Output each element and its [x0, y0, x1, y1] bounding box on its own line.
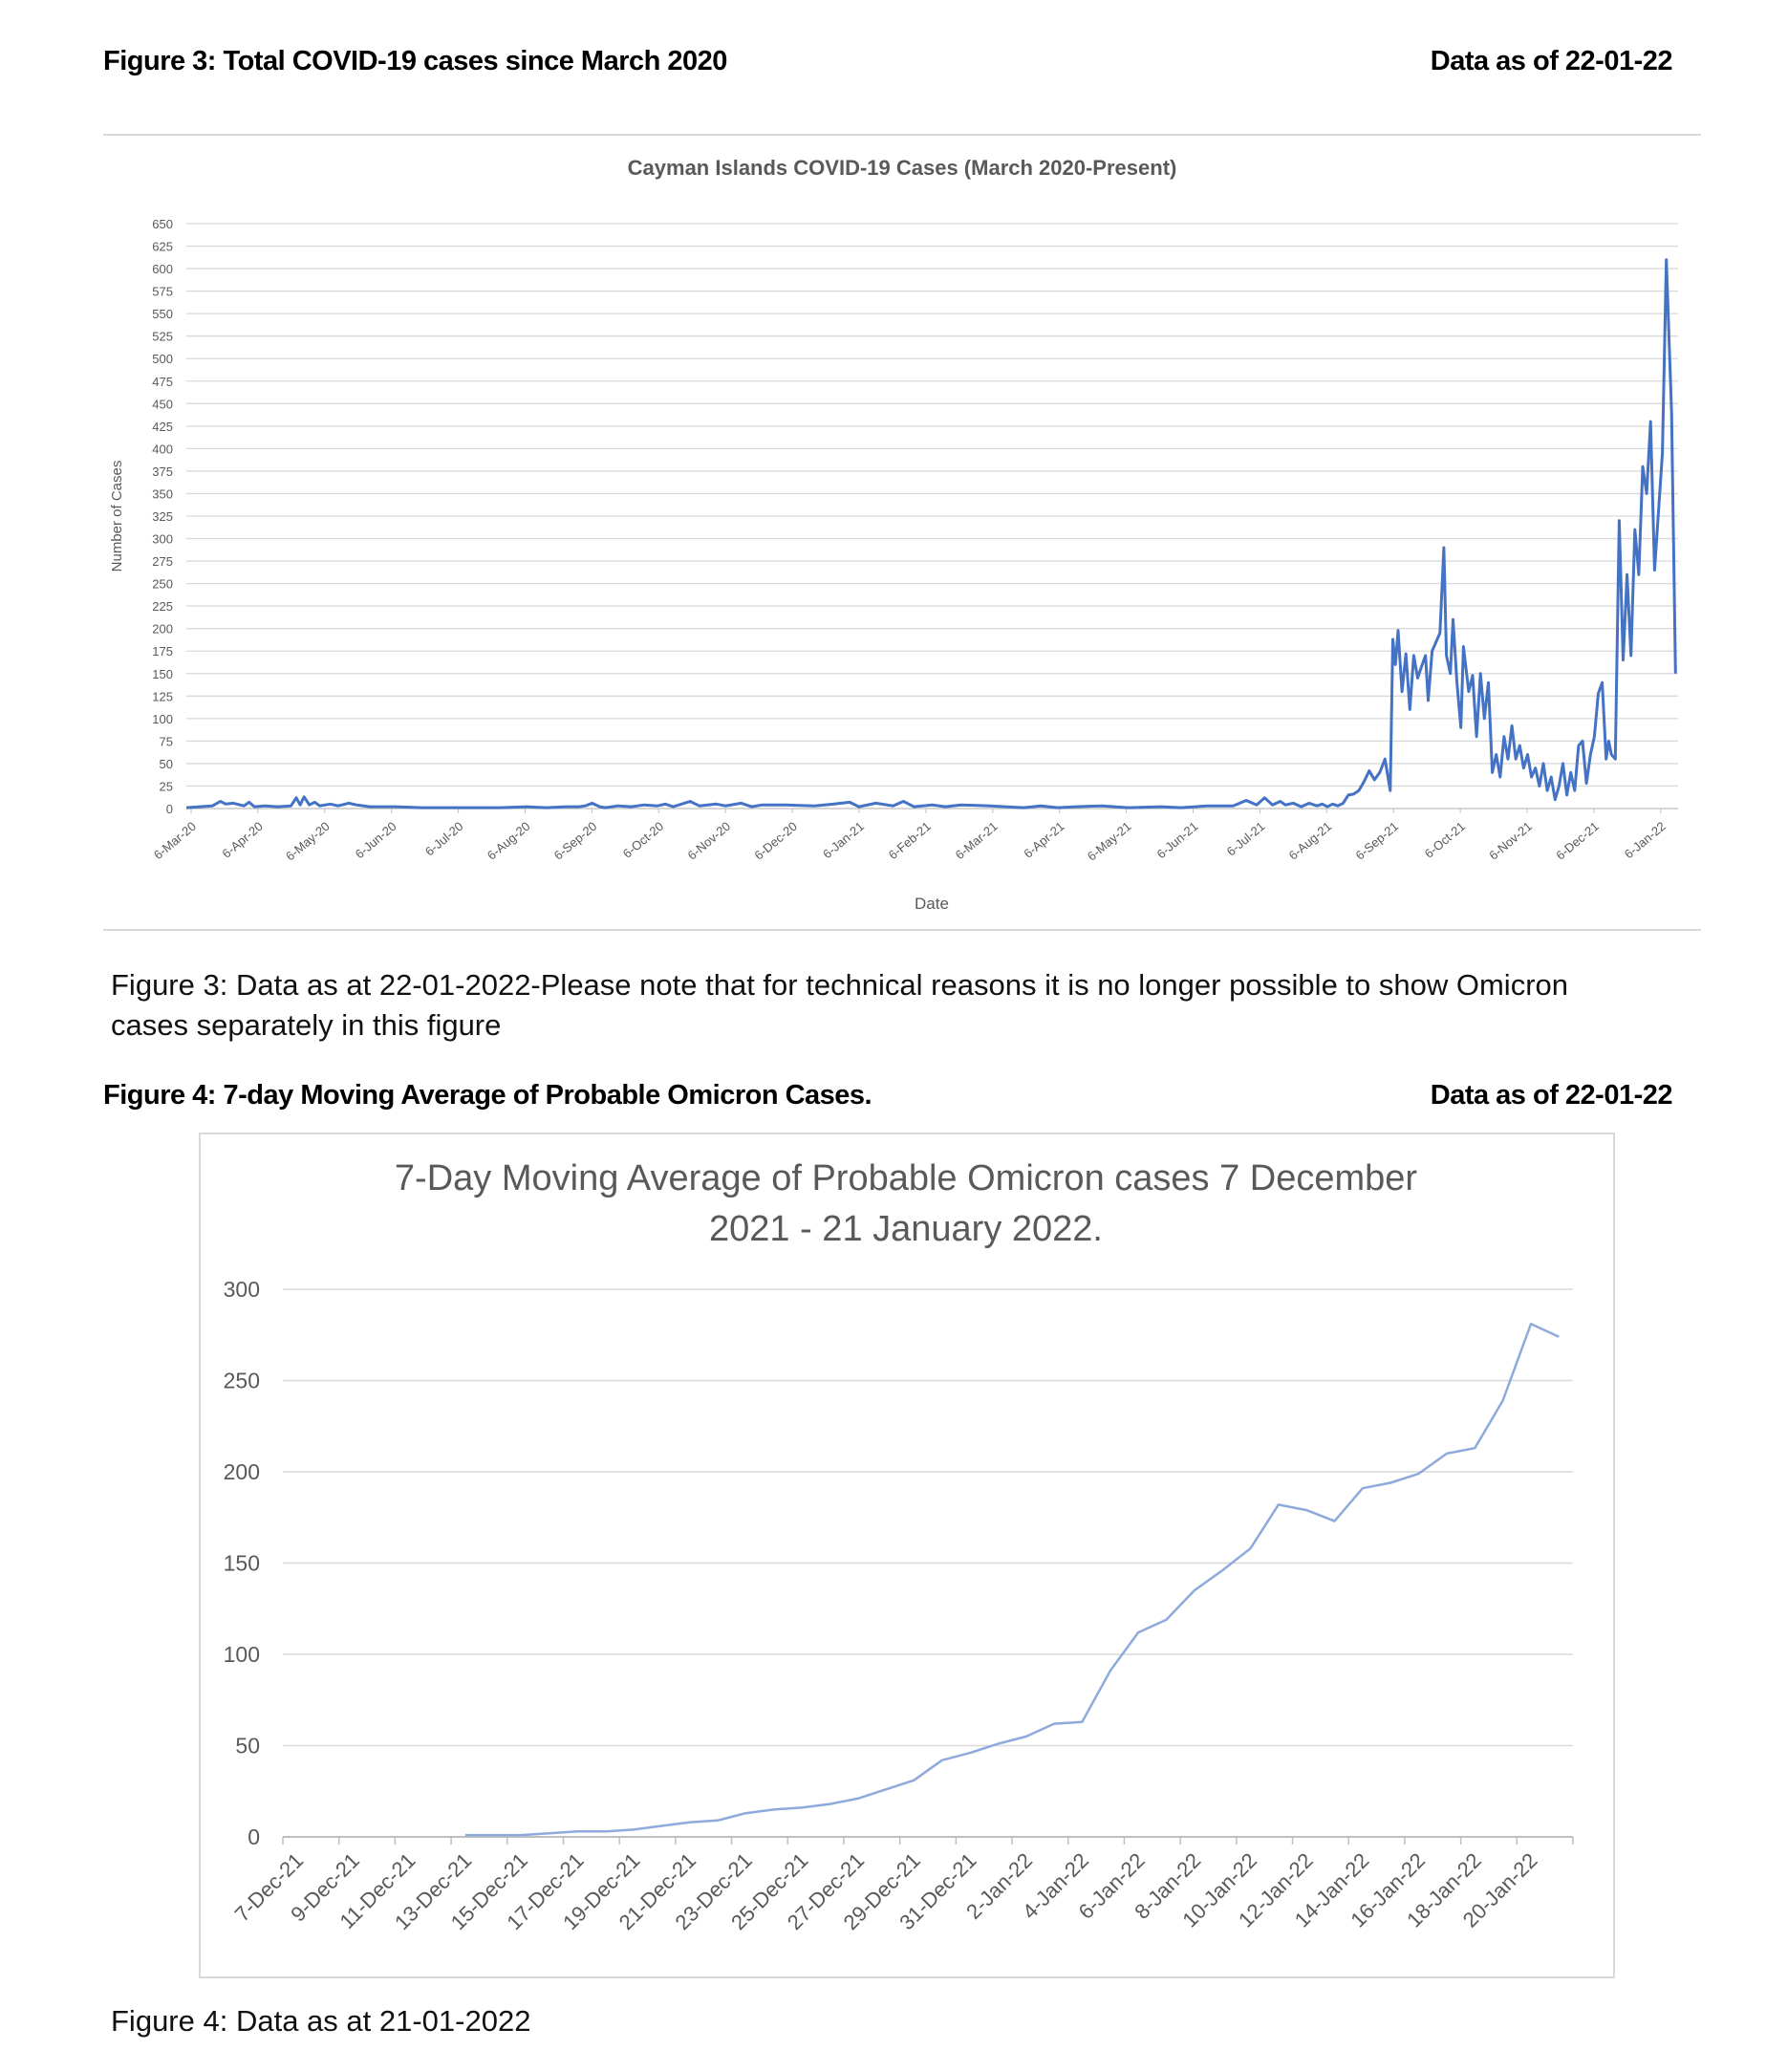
figure4-caption: Figure 4: Data as at 21-01-2022	[111, 2004, 531, 2038]
figure3-bottom-rule	[103, 929, 1701, 931]
chart1-xlabel: Date	[915, 895, 949, 913]
chart1-xtick-label: 6-Feb-21	[886, 819, 934, 862]
chart1-xtick-label: 6-Oct-21	[1422, 819, 1468, 861]
chart2-ytick-label: 0	[248, 1824, 260, 1849]
chart2-ytick-label: 50	[235, 1734, 260, 1759]
chart1-series-line	[185, 258, 1677, 809]
chart1-ytick-label: 475	[152, 375, 173, 389]
chart1-ytick-label: 50	[160, 757, 173, 771]
chart1-xtick-label: 6-Jun-20	[353, 819, 399, 861]
figure3-header: Figure 3: Total COVID-19 cases since Mar…	[103, 46, 727, 76]
chart1-xtick-label: 6-Aug-20	[485, 819, 533, 863]
chart1-xtick-label: 6-Jul-20	[422, 819, 466, 859]
figure4-data-date: Data as of 22-01-22	[1430, 1080, 1673, 1111]
chart1-ytick-label: 300	[152, 532, 173, 547]
chart1-xtick-label: 6-Sep-21	[1353, 819, 1402, 863]
chart2-series-line	[464, 1323, 1560, 1837]
chart1-xtick-label: 6-Mar-21	[953, 819, 1001, 862]
chart1-ytick-label: 150	[152, 667, 173, 681]
chart1-ytick-label: 400	[152, 442, 173, 456]
chart1-xtick-label: 6-Jan-22	[1622, 819, 1669, 861]
chart1-xtick-label: 6-Apr-21	[1021, 819, 1066, 861]
chart1-ytick-label: 325	[152, 509, 173, 524]
chart1-title: Cayman Islands COVID-19 Cases (March 202…	[628, 156, 1177, 180]
chart1-ytick-label: 525	[152, 330, 173, 344]
chart2-title-line-1: 7-Day Moving Average of Probable Omicron…	[395, 1158, 1417, 1198]
chart1-xtick-label: 6-May-21	[1085, 819, 1134, 864]
chart1-ytick-label: 75	[160, 734, 173, 748]
chart1-ytick-label: 25	[160, 779, 173, 793]
chart1-ylabel: Number of Cases	[109, 461, 125, 572]
chart1-ytick-label: 375	[152, 464, 173, 479]
chart1-xtick-label: 6-Dec-21	[1553, 819, 1602, 863]
chart1-xtick-label: 6-Aug-21	[1286, 819, 1335, 863]
chart1-ytick-label: 625	[152, 240, 173, 254]
chart1-xtick-label: 6-Oct-20	[620, 819, 666, 861]
chart1-xtick-label: 6-Jan-21	[820, 819, 867, 861]
chart1-xtick-label: 6-Dec-20	[751, 819, 800, 863]
chart2-ytick-label: 100	[224, 1642, 260, 1667]
figure4-chart: 7-Day Moving Average of Probable Omicron…	[199, 1133, 1615, 1978]
chart1-ytick-label: 200	[152, 622, 173, 637]
chart1-xtick-label: 6-May-20	[283, 819, 333, 864]
chart1-xtick-label: 6-Apr-20	[219, 819, 265, 861]
figure3-caption: Figure 3: Data as at 22-01-2022-Please n…	[111, 968, 1568, 1042]
chart1-ytick-label: 425	[152, 420, 173, 434]
chart1-xtick-label: 6-Sep-20	[551, 819, 600, 863]
figure3-chart: Cayman Islands COVID-19 Cases (March 202…	[109, 156, 1678, 913]
chart1-ytick-label: 500	[152, 352, 173, 366]
chart2-title-line-2: 2021 - 21 January 2022.	[709, 1209, 1103, 1249]
chart1-xtick-label: 6-Jun-21	[1153, 819, 1200, 861]
chart1-ytick-label: 600	[152, 262, 173, 276]
chart1-ytick-label: 275	[152, 554, 173, 569]
chart1-ytick-label: 225	[152, 599, 173, 614]
chart1-ytick-label: 0	[166, 802, 173, 816]
chart1-xtick-label: 6-Nov-21	[1486, 819, 1535, 863]
chart1-ytick-label: 125	[152, 689, 173, 703]
chart1-ytick-label: 175	[152, 644, 173, 658]
figure3-data-date: Data as of 22-01-22	[1430, 46, 1673, 76]
chart1-ytick-label: 575	[152, 285, 173, 299]
chart2-ytick-label: 250	[224, 1369, 260, 1393]
figure3-top-rule	[103, 134, 1701, 136]
chart1-ytick-label: 350	[152, 486, 173, 501]
chart1-xtick-label: 6-Jul-21	[1224, 819, 1268, 859]
chart1-xtick-label: 6-Nov-20	[685, 819, 734, 863]
chart1-ytick-label: 650	[152, 217, 173, 231]
chart1-ytick-label: 550	[152, 307, 173, 321]
chart2-ytick-label: 300	[224, 1277, 260, 1302]
figure4-header: Figure 4: 7-day Moving Average of Probab…	[103, 1080, 872, 1111]
chart1-ytick-label: 450	[152, 397, 173, 411]
chart1-ytick-label: 100	[152, 712, 173, 726]
chart2-ytick-label: 200	[224, 1459, 260, 1484]
chart1-ytick-label: 250	[152, 577, 173, 592]
chart2-ytick-label: 150	[224, 1551, 260, 1576]
chart1-xtick-label: 6-Mar-20	[151, 819, 199, 862]
